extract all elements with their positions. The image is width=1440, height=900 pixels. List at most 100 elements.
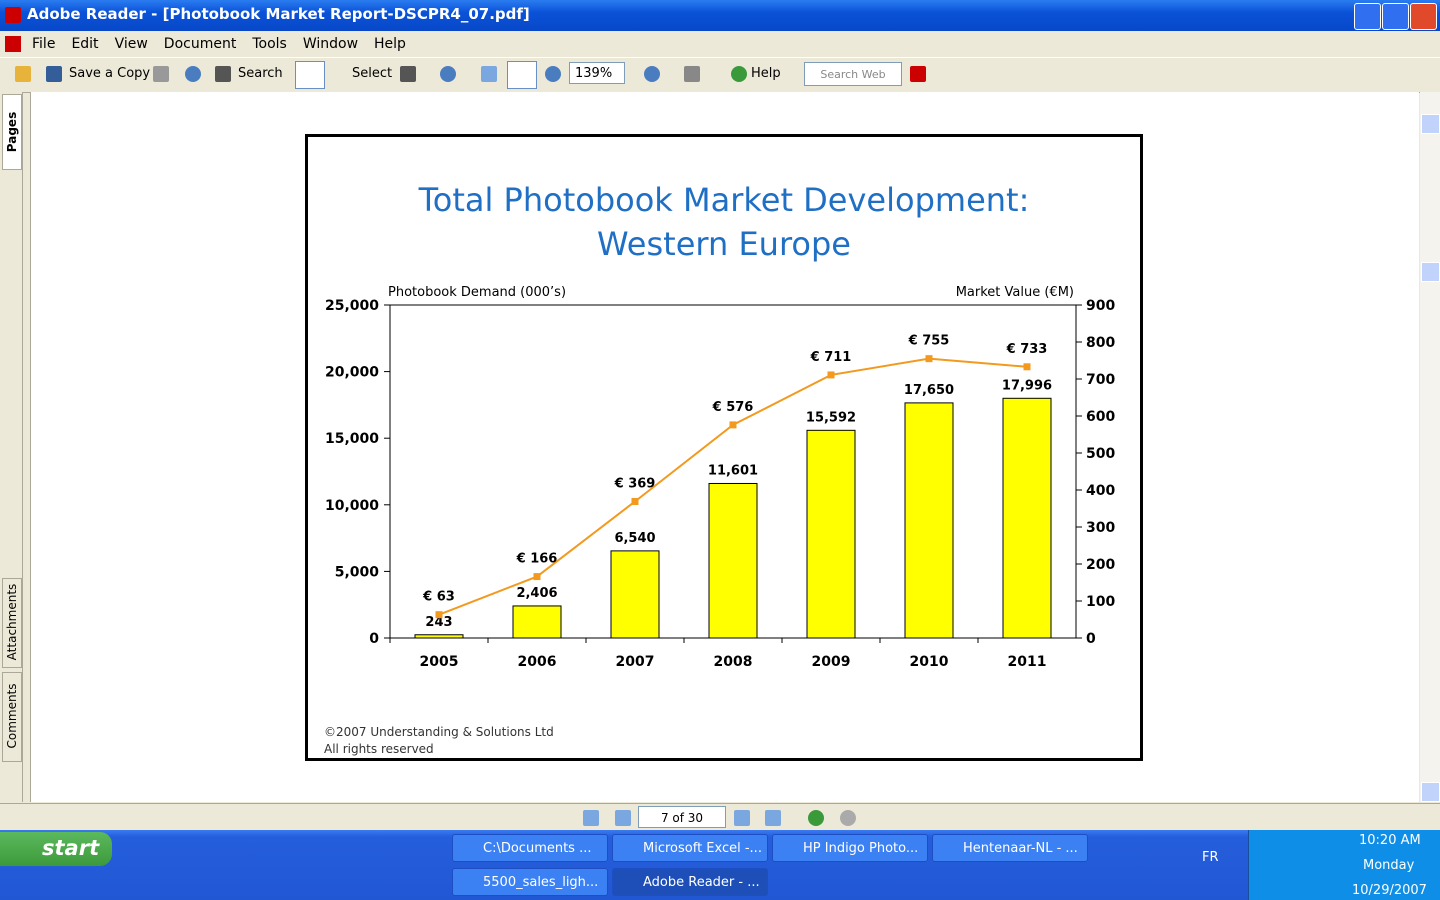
bar (1002, 397, 1052, 639)
start-button[interactable]: start (0, 832, 112, 866)
pages-tab[interactable]: Pages (2, 94, 22, 170)
task-button[interactable]: Microsoft Excel -... (612, 834, 768, 862)
minimize-button[interactable] (1354, 3, 1381, 30)
task-button[interactable]: C:\Documents ... (452, 834, 608, 862)
scroll-up[interactable] (1421, 114, 1440, 134)
clock-day: Monday (1363, 858, 1415, 873)
tasks-icon[interactable] (684, 66, 700, 82)
save-copy[interactable]: Save a Copy (69, 66, 151, 81)
zoom-in[interactable] (644, 66, 660, 82)
status-bar: 7 of 30 (0, 803, 1440, 831)
select-tool[interactable]: Select (352, 66, 393, 81)
bar-value-label: 243 (425, 615, 452, 630)
line-value-label: € 63 (422, 590, 455, 605)
line-marker (925, 355, 933, 363)
tab-label: Comments (5, 683, 19, 749)
next-page[interactable] (734, 810, 750, 826)
tab-label: Pages (5, 111, 19, 153)
save-icon[interactable] (46, 66, 62, 82)
start-label: start (42, 836, 100, 860)
x-tick-label: 2005 (420, 654, 459, 670)
footnote: All rights reserved (324, 742, 434, 756)
menu-item[interactable]: Window (302, 36, 359, 52)
yahoo-icon[interactable] (910, 66, 926, 82)
close-button[interactable] (1410, 3, 1437, 30)
search-button[interactable]: Search (238, 66, 283, 81)
help-icon[interactable] (731, 66, 747, 82)
scroll-down[interactable] (1421, 782, 1440, 802)
search-icon[interactable] (215, 66, 231, 82)
prev-page[interactable] (615, 810, 631, 826)
language[interactable]: FR (1202, 850, 1219, 865)
y2-tick-label: 900 (1086, 298, 1115, 314)
page-number[interactable]: 7 of 30 (638, 806, 726, 828)
x-tick-label: 2006 (518, 654, 557, 670)
y2-axis-label: Market Value (€M) (956, 285, 1074, 300)
maximize-button[interactable] (1382, 3, 1409, 30)
menu-item[interactable]: Document (163, 36, 237, 52)
menu-item[interactable]: View (114, 36, 148, 52)
line-value-label: € 733 (1006, 342, 1048, 357)
bar (512, 605, 562, 639)
last-page[interactable] (765, 810, 781, 826)
scrollbar[interactable] (1420, 92, 1440, 802)
attachments-tab[interactable]: Attachments (2, 578, 22, 668)
comments-tab[interactable]: Comments (2, 672, 22, 762)
menu-item[interactable]: Help (374, 36, 406, 52)
bar (806, 429, 856, 639)
task-button[interactable]: Hentenaar-NL - ... (932, 834, 1088, 862)
y2-tick-label: 500 (1086, 446, 1115, 462)
menu-bar: File Edit View Document Tools Window Help (0, 31, 1440, 57)
chart-title: Western Europe (597, 225, 851, 263)
search-web-field[interactable]: Search Web (804, 62, 902, 86)
bar-value-label: 17,996 (1002, 378, 1052, 393)
menu-item[interactable]: Tools (252, 36, 287, 52)
task-button[interactable]: Adobe Reader - ... (612, 868, 768, 896)
x-tick-label: 2009 (812, 654, 851, 670)
bar-value-label: 11,601 (708, 463, 758, 478)
line-value-label: € 755 (908, 334, 950, 349)
fit-page[interactable] (481, 66, 497, 82)
y-tick-label: 15,000 (325, 431, 379, 447)
window-title: Adobe Reader - [Photobook Market Report-… (27, 5, 530, 23)
x-tick-label: 2011 (1008, 654, 1047, 670)
bar-value-label: 17,650 (904, 383, 954, 398)
menu-item[interactable]: Edit (71, 36, 99, 52)
email-icon[interactable] (185, 66, 201, 82)
zoom-field[interactable]: 139% (569, 62, 625, 84)
bar-value-label: 2,406 (516, 586, 557, 601)
line-marker (827, 371, 835, 379)
back[interactable] (808, 810, 824, 826)
task-button[interactable]: 5500_sales_ligh... (452, 868, 608, 896)
y-tick-label: 5,000 (335, 564, 380, 580)
title-bar: Adobe Reader - [Photobook Market Report-… (0, 0, 1440, 31)
clock-time: 10:20 AM (1359, 833, 1421, 848)
forward[interactable] (840, 810, 856, 826)
side-panel: Pages Attachments Comments (0, 92, 23, 802)
y-tick-label: 25,000 (325, 298, 379, 314)
y2-tick-label: 800 (1086, 335, 1115, 351)
menu-item[interactable]: File (32, 36, 56, 52)
hand-tool[interactable] (295, 61, 325, 89)
first-page[interactable] (583, 810, 599, 826)
zoom-out[interactable] (545, 66, 561, 82)
scroll-thumb[interactable] (1421, 262, 1440, 282)
app-icon (5, 7, 21, 23)
y2-tick-label: 200 (1086, 557, 1115, 573)
line-value-label: € 369 (614, 476, 656, 491)
zoom-tool[interactable] (440, 66, 456, 82)
y2-tick-label: 700 (1086, 372, 1115, 388)
y-axis-label: Photobook Demand (000’s) (388, 285, 566, 300)
tray: 10:20 AM Monday 10/29/2007 (1248, 830, 1440, 900)
print-icon[interactable] (153, 66, 169, 82)
open-icon[interactable] (15, 66, 31, 82)
snapshot-tool[interactable] (400, 66, 416, 82)
toolbar: Save a Copy Search Select 139% Help Sear… (0, 57, 1440, 93)
y2-tick-label: 100 (1086, 594, 1115, 610)
fit-width[interactable] (507, 61, 537, 89)
y-tick-label: 0 (369, 631, 379, 647)
bar (610, 550, 660, 639)
help-button[interactable]: Help (751, 66, 781, 81)
page-border (305, 134, 1143, 761)
task-button[interactable]: HP Indigo Photo... (772, 834, 928, 862)
